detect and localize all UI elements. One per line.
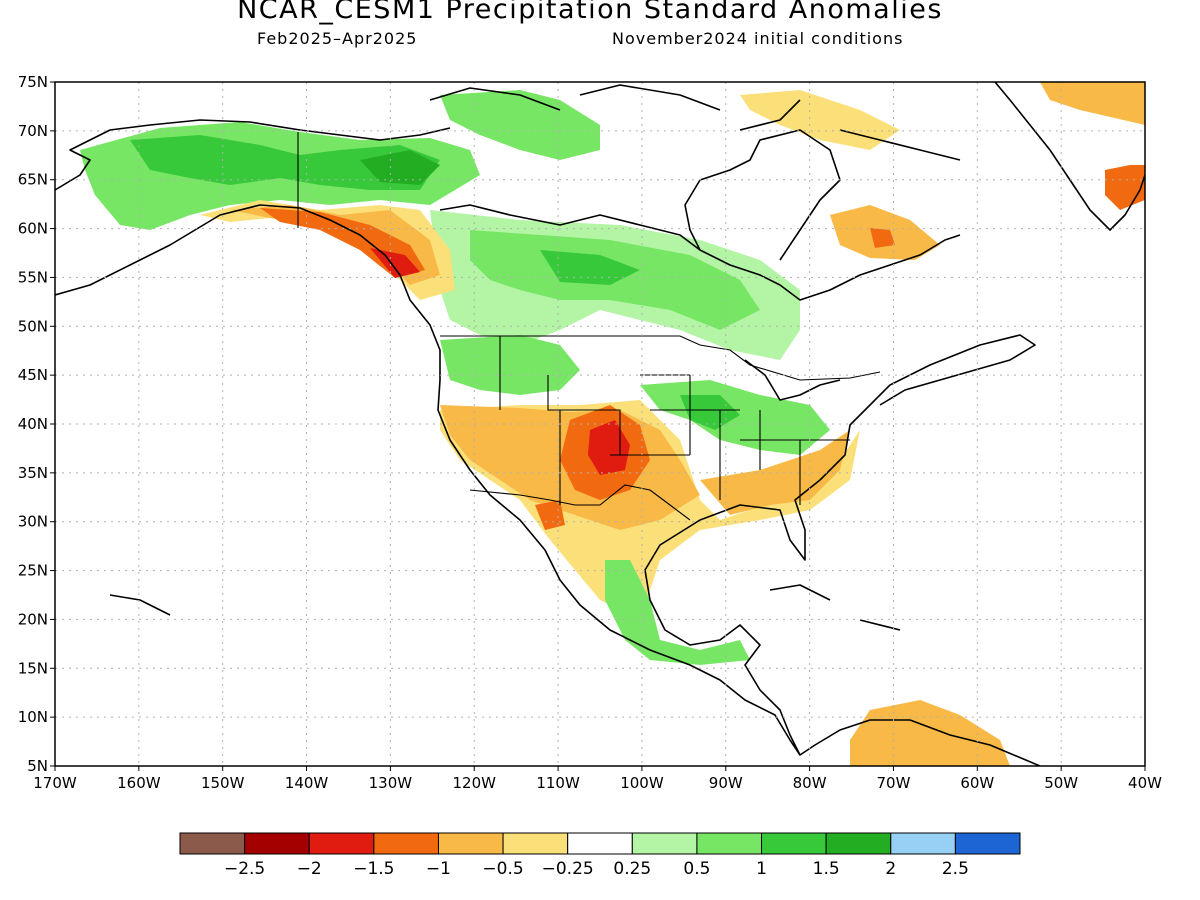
lon-tick-label: 70W [877, 774, 911, 792]
legend-swatch [890, 832, 956, 855]
legend-label: 2 [885, 859, 896, 879]
lon-tick-label: 50W [1044, 774, 1078, 792]
lat-tick-label: 45N [18, 366, 48, 384]
us-mexico-border [469, 484, 691, 521]
lon-tick-label: 80W [793, 774, 827, 792]
initial-conditions-label: November2024 initial conditions [612, 29, 904, 48]
anomaly-wet-nw-us [440, 335, 580, 395]
legend-swatch [308, 832, 375, 855]
anomaly-wet-canada-peak [540, 250, 640, 285]
lon-tick-label: 170W [33, 774, 77, 792]
anomaly-wet-alaska-core [130, 135, 440, 190]
graticule [55, 82, 1145, 766]
legend-swatch [954, 832, 1021, 855]
anomaly-dry-hudson-bay [740, 90, 900, 150]
us-canada-border [440, 335, 881, 381]
anomaly-dry-south-america [850, 700, 1010, 766]
legend-label: −0.25 [542, 859, 594, 879]
anomaly-dry-greenland-east [1105, 165, 1145, 210]
legend-label: −1.5 [353, 859, 394, 879]
lon-tick-label: 90W [709, 774, 743, 792]
legend-label: 0.5 [683, 859, 710, 879]
lon-tick-label: 130W [369, 774, 413, 792]
lat-tick-label: 20N [18, 610, 48, 628]
lat-tick-label: 55N [18, 268, 48, 286]
lat-tick-label: 30N [18, 513, 48, 531]
legend-swatch [437, 832, 504, 855]
lat-tick-label: 70N [18, 122, 48, 140]
legend-label: −0.5 [482, 859, 523, 879]
forecast-period: Feb2025–Apr2025 [257, 29, 418, 48]
greenland-coast [994, 82, 1145, 231]
map-title: NCAR_CESM1 Precipitation Standard Anomal… [237, 0, 943, 25]
legend-label: −2 [297, 859, 322, 879]
anomaly-dry-gulf-alaska-mid [230, 205, 440, 285]
lat-tick-label: 65N [18, 171, 48, 189]
legend-swatch [631, 832, 698, 855]
arctic-islands [429, 84, 961, 161]
lon-tick-label: 120W [452, 774, 496, 792]
anomaly-wet-nunavut [440, 90, 600, 160]
latitude-axis: 75N 70N 65N 60N 55N 50N 45N 40N 35N 30N 25N 20N 15N 1… [18, 73, 55, 775]
lat-tick-label: 35N [18, 464, 48, 482]
legend-swatch [373, 832, 439, 855]
lon-tick-label: 140W [285, 774, 329, 792]
anomaly-dry-quebec-core [870, 228, 895, 248]
legend-swatch [244, 832, 310, 855]
hudson-bay-coast [684, 129, 841, 261]
anomaly-fields [80, 82, 1145, 766]
lat-tick-label: 60N [18, 220, 48, 238]
lon-tick-label: 150W [201, 774, 245, 792]
anomaly-dry-southeast [700, 430, 850, 515]
legend-label: 1.5 [813, 859, 840, 879]
legend-swatch [825, 832, 892, 855]
lon-tick-label: 100W [620, 774, 664, 792]
lat-tick-label: 75N [18, 73, 48, 91]
lat-tick-label: 25N [18, 562, 48, 580]
legend-swatch [761, 832, 827, 855]
lat-tick-label: 10N [18, 708, 48, 726]
anomaly-dry-baja [535, 500, 565, 530]
lon-tick-label: 60W [960, 774, 994, 792]
legend-label: 2.5 [942, 859, 969, 879]
legend-swatch [502, 832, 569, 855]
lat-tick-label: 50N [18, 317, 48, 335]
lat-tick-label: 15N [18, 659, 48, 677]
lat-tick-label: 5N [27, 757, 48, 775]
caribbean-islands [109, 584, 901, 631]
color-scale-legend: −2.5 −2 −1.5 −1 −0.5 −0.25 0.25 0.5 1 1.5 2 2.5 [179, 832, 1021, 879]
lat-tick-label: 40N [18, 415, 48, 433]
coastlines [55, 82, 1145, 766]
legend-swatch [179, 832, 246, 855]
legend-label: 1 [756, 859, 767, 879]
anomaly-wet-mexico [605, 560, 750, 665]
anomaly-dry-greenland [1040, 82, 1145, 125]
legend-label: −2.5 [224, 859, 265, 879]
anomaly-dry-gulf-alaska-peak [370, 248, 420, 278]
anomaly-wet-alaska-peak [360, 150, 440, 185]
lon-tick-label: 110W [536, 774, 580, 792]
legend-swatch [567, 832, 633, 855]
longitude-axis: 170W 160W 150W 140W 130W 120W 110W 100W 90W 80W 70… [33, 766, 1162, 792]
great-lakes [744, 359, 841, 401]
legend-label: 0.25 [613, 859, 651, 879]
north-america-coastline [55, 119, 1041, 766]
lon-tick-label: 40W [1128, 774, 1162, 792]
legend-swatch [696, 832, 763, 855]
anomaly-wet-midwest-core [680, 395, 740, 430]
lon-tick-label: 160W [117, 774, 161, 792]
legend-label: −1 [426, 859, 451, 879]
